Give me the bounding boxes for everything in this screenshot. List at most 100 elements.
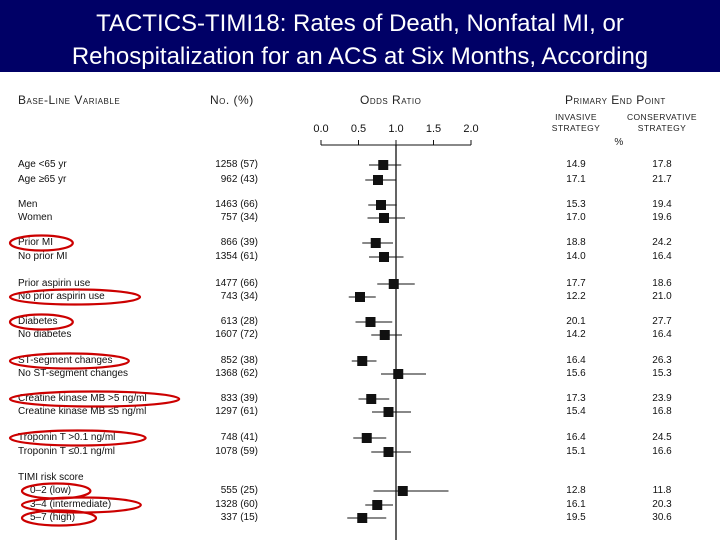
or-marker xyxy=(372,500,383,510)
axis-tick-label: 2.0 xyxy=(463,123,478,135)
row-conservative-rate: 24.5 xyxy=(652,432,672,443)
axis-tick-label: 0.0 xyxy=(313,123,328,135)
or-marker xyxy=(378,160,389,170)
highlight-circle xyxy=(8,288,142,306)
row-n: 1368 (62) xyxy=(215,368,258,379)
highlight-circle xyxy=(8,234,74,252)
highlight-circle xyxy=(8,390,181,408)
or-marker xyxy=(379,252,389,262)
row-invasive-rate: 15.3 xyxy=(566,199,586,210)
row-invasive-rate: 14.2 xyxy=(566,329,586,340)
row-conservative-rate: 27.7 xyxy=(652,316,672,327)
row-n: 748 (41) xyxy=(220,432,258,443)
row-invasive-rate: 15.4 xyxy=(566,406,586,417)
row-invasive-rate: 17.1 xyxy=(566,174,586,185)
row-label: Prior MI xyxy=(18,237,53,248)
or-marker xyxy=(357,356,368,366)
row-n: 1297 (61) xyxy=(215,406,258,417)
header-conservative: Conservative Strategy xyxy=(627,112,697,133)
row-invasive-rate: 16.4 xyxy=(566,432,586,443)
row-label: Troponin T ≤0.1 ng/ml xyxy=(18,446,116,457)
row-invasive-rate: 16.4 xyxy=(566,355,586,366)
row-label: Women xyxy=(18,212,53,223)
row-n: 1354 (61) xyxy=(215,251,258,262)
row-invasive-rate: 19.5 xyxy=(566,512,586,523)
row-invasive-rate: 15.6 xyxy=(566,368,586,379)
row-n: 613 (28) xyxy=(220,316,258,327)
row-label: Men xyxy=(18,199,38,210)
row-conservative-rate: 15.3 xyxy=(652,368,672,379)
row-invasive-rate: 17.3 xyxy=(566,393,586,404)
axis-tick-label: 0.5 xyxy=(351,123,366,135)
row-conservative-rate: 23.9 xyxy=(652,393,672,404)
row-invasive-rate: 18.8 xyxy=(566,237,586,248)
header-percent: % xyxy=(614,137,624,148)
slide-title-line-1: TACTICS-TIMI18: Rates of Death, Nonfatal… xyxy=(96,10,624,37)
row-conservative-rate: 18.6 xyxy=(652,278,672,289)
row-invasive-rate: 12.8 xyxy=(566,485,586,496)
or-marker xyxy=(357,513,368,523)
or-marker xyxy=(383,407,394,417)
title-band: TACTICS-TIMI18: Rates of Death, Nonfatal… xyxy=(0,0,720,72)
row-n: 852 (38) xyxy=(220,355,258,366)
or-marker xyxy=(370,238,381,248)
row-conservative-rate: 20.3 xyxy=(652,499,672,510)
row-invasive-rate: 20.1 xyxy=(566,316,586,327)
row-label: Age <65 yr xyxy=(18,159,67,170)
row-conservative-rate: 24.2 xyxy=(652,237,672,248)
row-invasive-rate: 16.1 xyxy=(566,499,586,510)
or-marker xyxy=(383,447,394,457)
row-n: 1078 (59) xyxy=(215,446,258,457)
or-marker xyxy=(379,330,390,340)
header-n: No. (%) xyxy=(210,93,254,107)
axis-tick-label: 1.0 xyxy=(388,123,403,135)
or-marker xyxy=(355,292,365,302)
highlight-circle xyxy=(8,352,130,370)
row-conservative-rate: 19.4 xyxy=(652,199,672,210)
row-label: 3–4 (intermediate) xyxy=(30,499,112,510)
row-conservative-rate: 16.8 xyxy=(652,406,672,417)
row-label: No diabetes xyxy=(18,329,72,340)
header-primary-end-point: Primary End Point xyxy=(565,93,666,107)
row-n: 1607 (72) xyxy=(215,329,258,340)
header-variable: Base-Line Variable xyxy=(18,93,121,107)
row-conservative-rate: 16.4 xyxy=(652,251,672,262)
row-label: Creatine kinase MB >5 ng/ml xyxy=(18,393,147,404)
row-n: 1463 (66) xyxy=(215,199,258,210)
row-label: 5–7 (high) xyxy=(30,512,76,523)
row-n: 833 (39) xyxy=(220,393,258,404)
row-conservative-rate: 17.8 xyxy=(652,159,672,170)
or-marker xyxy=(379,213,389,223)
header-invasive: Invasive Strategy xyxy=(551,112,601,133)
row-conservative-rate: 21.0 xyxy=(652,291,672,302)
axis-tick-label: 1.5 xyxy=(426,123,441,135)
row-conservative-rate: 11.8 xyxy=(652,485,672,496)
row-n: 1328 (60) xyxy=(215,499,258,510)
row-label: Prior aspirin use xyxy=(18,278,91,289)
slide-title-line-2: Rehospitalization for an ACS at Six Mont… xyxy=(71,43,649,70)
or-marker xyxy=(397,486,408,496)
row-n: 743 (34) xyxy=(220,291,258,302)
or-marker xyxy=(373,175,383,185)
row-conservative-rate: 16.6 xyxy=(652,446,672,457)
or-marker xyxy=(388,279,399,289)
row-label: Creatine kinase MB ≤5 ng/ml xyxy=(18,406,147,417)
row-n: 962 (43) xyxy=(220,174,258,185)
row-conservative-rate: 30.6 xyxy=(652,512,672,523)
row-conservative-rate: 19.6 xyxy=(652,212,672,223)
row-n: 555 (25) xyxy=(220,485,258,496)
or-marker xyxy=(365,317,376,327)
row-label: No prior MI xyxy=(18,251,68,262)
highlight-circle xyxy=(8,313,74,331)
row-label: 0–2 (low) xyxy=(30,485,72,496)
row-n: 866 (39) xyxy=(220,237,258,248)
row-invasive-rate: 17.7 xyxy=(566,278,586,289)
row-invasive-rate: 14.9 xyxy=(566,159,586,170)
row-invasive-rate: 14.0 xyxy=(566,251,586,262)
row-n: 1477 (66) xyxy=(215,278,258,289)
row-conservative-rate: 21.7 xyxy=(652,174,672,185)
row-conservative-rate: 26.3 xyxy=(652,355,672,366)
row-n: 337 (15) xyxy=(220,512,258,523)
row-label: Diabetes xyxy=(18,316,58,327)
